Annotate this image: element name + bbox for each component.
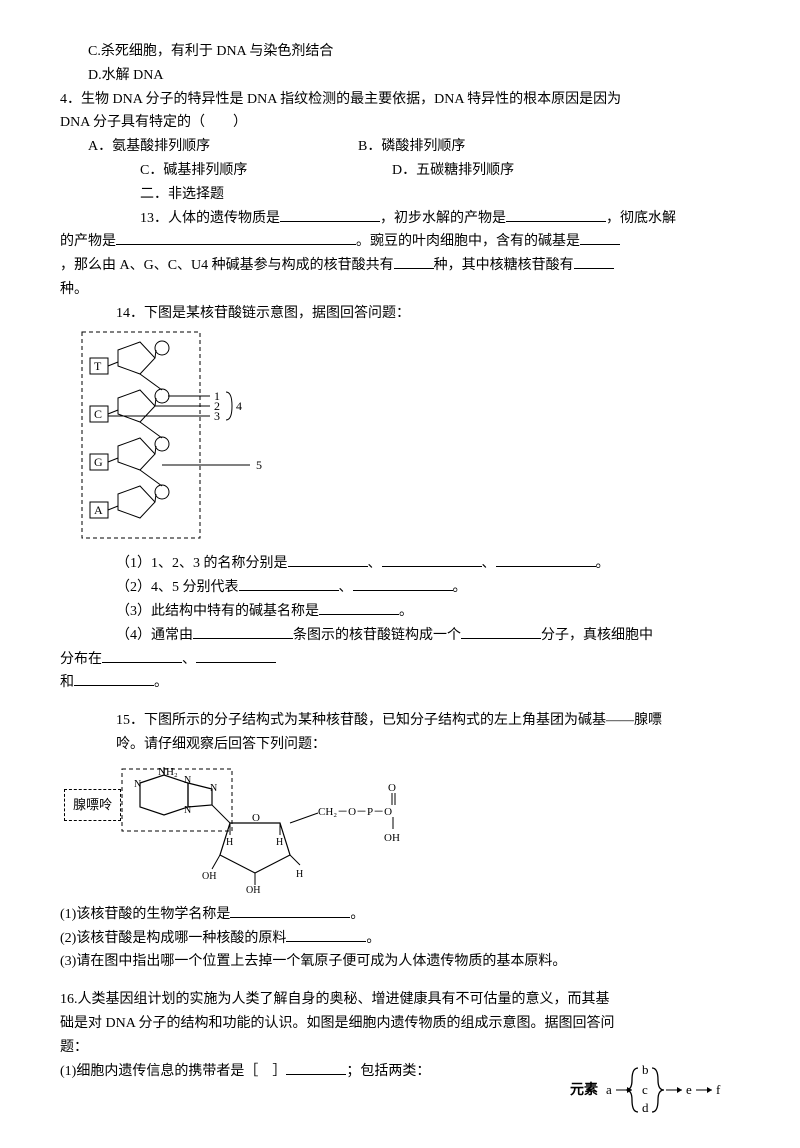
- svg-text:N: N: [210, 783, 217, 794]
- q13-line2: 的产物是 。豌豆的叶肉细胞中，含有的碱基是: [60, 230, 740, 254]
- label-4: 4: [236, 399, 242, 413]
- label-3: 3: [214, 409, 220, 423]
- q13-text-a: 13．人体的遗传物质是: [140, 211, 280, 226]
- q4-choice-c: C．碱基排列顺序: [140, 159, 392, 183]
- q13-text-f: ，那么由 A、G、C、U4 种碱基参与构成的核苷酸共有: [60, 258, 394, 273]
- svg-text:H: H: [226, 837, 233, 848]
- q14-5-blank3[interactable]: [74, 671, 154, 686]
- svg-text:b: b: [642, 1062, 649, 1077]
- svg-text:OH: OH: [384, 832, 400, 844]
- q13-text-e: 。豌豆的叶肉细胞中，含有的碱基是: [356, 234, 580, 249]
- svg-text:f: f: [716, 1082, 721, 1097]
- q15-stem-line1: 15．下图所示的分子结构式为某种核苷酸，已知分子结构式的左上角基团为碱基——腺嘌: [60, 709, 740, 733]
- q13-text-g: 种，其中核糖核苷酸有: [434, 258, 574, 273]
- q13-blank-1[interactable]: [280, 207, 380, 222]
- q14-2-blank1[interactable]: [239, 576, 339, 591]
- q13-blank-4[interactable]: [580, 230, 620, 245]
- q14-4-blank2[interactable]: [461, 624, 541, 639]
- svg-text:N: N: [184, 775, 191, 786]
- q15-sub1: (1)该核苷酸的生物学名称是。: [60, 903, 740, 927]
- q13-text-c: ，彻底水解: [606, 211, 676, 226]
- nh2-label: NH₂: [158, 766, 178, 778]
- svg-text:N: N: [184, 805, 191, 816]
- nuc-unit-3: G: [90, 422, 169, 470]
- q13-blank-6[interactable]: [574, 254, 614, 269]
- nuc-unit-2: C: [90, 374, 169, 422]
- q14-1-blank2[interactable]: [382, 552, 482, 567]
- q15-2-blank[interactable]: [286, 927, 366, 942]
- q13-blank-2[interactable]: [506, 207, 606, 222]
- q16-1-blank[interactable]: [286, 1060, 346, 1075]
- q14-5-blank2[interactable]: [196, 648, 276, 663]
- q16-stem-line2: 础是对 DNA 分子的结构和功能的认识。如图是细胞内遗传物质的组成示意图。据图回…: [60, 1012, 740, 1036]
- svg-text:O: O: [388, 782, 396, 794]
- svg-text:OH: OH: [202, 871, 216, 882]
- q14-1-blank1[interactable]: [288, 552, 368, 567]
- q16-stem-line1: 16.人类基因组计划的实施为人类了解自身的奥秘、增进健康具有不可估量的意义，而其…: [60, 988, 740, 1012]
- label-5: 5: [256, 458, 262, 472]
- q15-stem-line2: 呤。请仔细观察后回答下列问题：: [60, 733, 740, 757]
- svg-text:OH: OH: [246, 885, 260, 895]
- base-A: A: [94, 503, 103, 517]
- q4-choices-row2: C．碱基排列顺序 D．五碳糖排列顺序: [60, 159, 740, 183]
- base-C: C: [94, 407, 102, 421]
- q16-stem-line3: 题：: [60, 1036, 740, 1060]
- q14-3-blank[interactable]: [319, 600, 399, 615]
- q4-choices-row1: A．氨基酸排列顺序 B．磷酸排列顺序: [60, 135, 740, 159]
- q14-sub2: （2）4、5 分别代表、。: [60, 576, 740, 600]
- option-c: C.杀死细胞，有利于 DNA 与染色剂结合: [60, 40, 740, 64]
- figure-15-nucleotide-structure: 腺嘌呤 NH₂ N N N N O H H OH OH H CH₂－O－P－O …: [60, 765, 740, 895]
- q14-sub6: 和。: [60, 671, 740, 695]
- q16-sub1: (1)细胞内遗传信息的携带者是［ ］；包括两类：: [60, 1060, 562, 1084]
- q14-2-blank2[interactable]: [353, 576, 453, 591]
- q13-blank-3b[interactable]: [296, 230, 356, 245]
- base-T: T: [94, 359, 102, 373]
- q15-sub2: (2)该核苷酸是构成哪一种核酸的原料。: [60, 927, 740, 951]
- q14-sub5: 分布在、: [60, 648, 740, 672]
- svg-text:c: c: [642, 1082, 648, 1097]
- q14-stem: 14．下图是某核苷酸链示意图，据图回答问题：: [60, 302, 740, 326]
- q15-sub3: (3)请在图中指出哪一个位置上去掉一个氧原子便可成为人体遗传物质的基本原料。: [60, 950, 740, 974]
- q4-choice-d: D．五碳糖排列顺序: [392, 159, 514, 183]
- nuc-unit-1: T: [90, 341, 169, 374]
- option-d: D.水解 DNA: [60, 64, 740, 88]
- q15-1-blank[interactable]: [230, 903, 350, 918]
- section-2-heading: 二．非选择题: [60, 183, 740, 207]
- svg-text:e: e: [686, 1082, 692, 1097]
- q13-line4: 种。: [60, 278, 740, 302]
- svg-text:H: H: [296, 869, 303, 880]
- svg-text:CH₂－O－P－O: CH₂－O－P－O: [318, 806, 392, 818]
- q14-sub4: （4）通常由条图示的核苷酸链构成一个分子，真核细胞中: [60, 624, 740, 648]
- q4-stem-line1: 4．生物 DNA 分子的特异性是 DNA 指纹检测的最主要依据，DNA 特异性的…: [60, 88, 740, 112]
- svg-text:a: a: [606, 1082, 612, 1097]
- q4-choice-b: B．磷酸排列顺序: [358, 135, 465, 159]
- q14-4-blank1[interactable]: [193, 624, 293, 639]
- q13-line3: ，那么由 A、G、C、U4 种碱基参与构成的核苷酸共有 种，其中核糖核苷酸有: [60, 254, 740, 278]
- figure-14-nucleotide-chain: T C G A 1 2 3 4 5: [80, 330, 740, 549]
- q14-sub1: （1）1、2、3 的名称分别是、、。: [60, 552, 740, 576]
- q4-choice-a: A．氨基酸排列顺序: [88, 135, 358, 159]
- q14-sub3: （3）此结构中特有的碱基名称是。: [60, 600, 740, 624]
- svg-text:O: O: [252, 812, 260, 824]
- svg-text:d: d: [642, 1100, 649, 1115]
- svg-text:N: N: [134, 779, 141, 790]
- q13-line1: 13．人体的遗传物质是 ，初步水解的产物是 ，彻底水解: [60, 207, 740, 231]
- figure-16-elements-diagram: 元素 a b c d e f: [570, 1060, 740, 1129]
- q13-text-b: ，初步水解的产物是: [380, 211, 506, 226]
- q14-5-blank1[interactable]: [102, 648, 182, 663]
- nuc-unit-4: A: [90, 470, 169, 518]
- q14-1-blank3[interactable]: [496, 552, 596, 567]
- base-G: G: [94, 455, 103, 469]
- q13-blank-3[interactable]: [116, 230, 296, 245]
- svg-text:H: H: [276, 837, 283, 848]
- q13-blank-5[interactable]: [394, 254, 434, 269]
- q4-stem-line2: DNA 分子具有特定的（ ）: [60, 111, 740, 135]
- q13-text-d: 的产物是: [60, 234, 116, 249]
- fig16-yuansu: 元素: [570, 1081, 598, 1098]
